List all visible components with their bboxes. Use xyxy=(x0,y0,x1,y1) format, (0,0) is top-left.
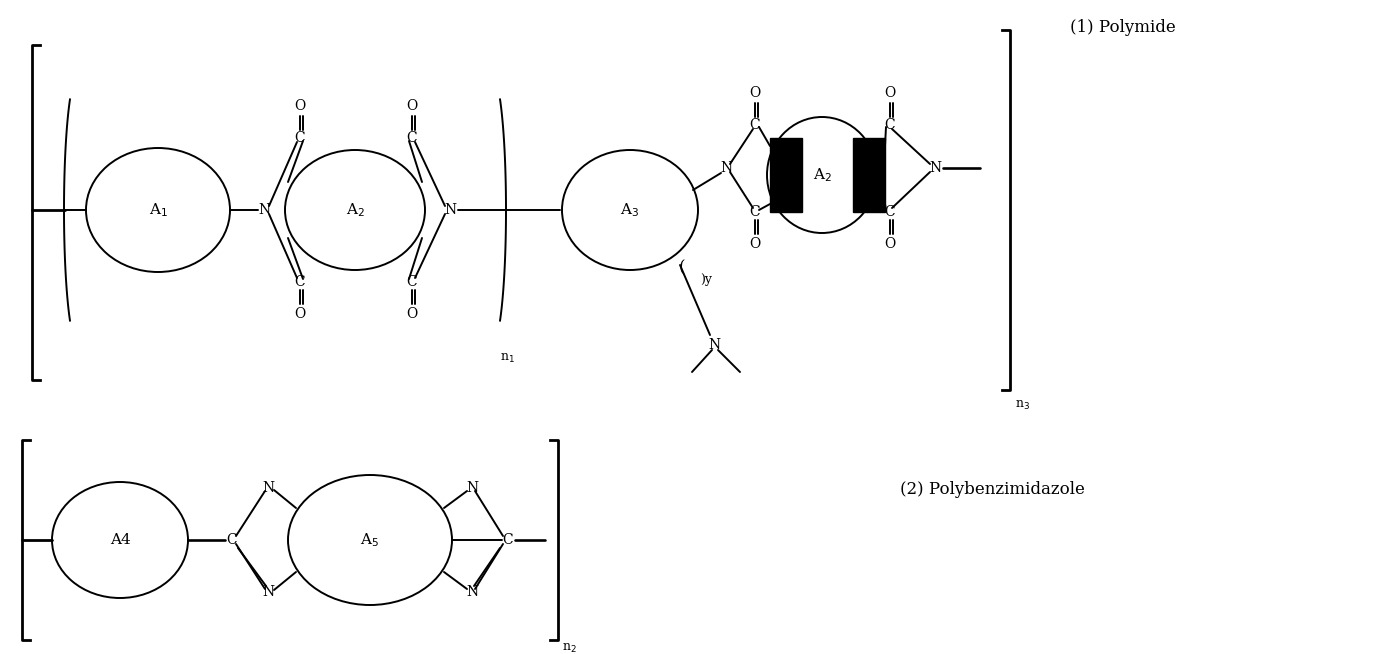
Text: C: C xyxy=(294,275,306,289)
Text: N: N xyxy=(466,585,478,599)
Text: (2) Polybenzimidazole: (2) Polybenzimidazole xyxy=(900,481,1085,498)
Text: )y: )y xyxy=(700,273,711,286)
Text: O: O xyxy=(406,307,417,321)
Text: N: N xyxy=(720,161,732,175)
Text: N: N xyxy=(262,585,273,599)
Text: O: O xyxy=(294,99,306,113)
Text: O: O xyxy=(749,237,760,251)
Text: A$_1$: A$_1$ xyxy=(148,201,167,219)
Text: N: N xyxy=(258,203,271,217)
Text: A$_2$: A$_2$ xyxy=(346,201,364,219)
Bar xyxy=(770,138,802,212)
Text: O: O xyxy=(294,307,306,321)
Text: (1) Polymide: (1) Polymide xyxy=(1070,20,1176,37)
Text: N: N xyxy=(466,481,478,495)
Text: A$_2$: A$_2$ xyxy=(812,166,831,184)
Text: C: C xyxy=(884,205,896,219)
Text: N: N xyxy=(262,481,273,495)
Text: (: ( xyxy=(679,260,685,277)
Text: n$_1$: n$_1$ xyxy=(499,351,515,364)
Text: N: N xyxy=(929,161,942,175)
Text: C: C xyxy=(226,533,237,547)
Bar xyxy=(852,138,884,212)
Text: A4: A4 xyxy=(110,533,130,547)
Text: C: C xyxy=(502,533,513,547)
Text: O: O xyxy=(884,86,896,100)
Text: A$_5$: A$_5$ xyxy=(360,531,379,549)
Text: O: O xyxy=(884,237,896,251)
Text: N: N xyxy=(707,338,720,352)
Text: C: C xyxy=(884,118,896,132)
Text: C: C xyxy=(407,131,417,145)
Text: n$_3$: n$_3$ xyxy=(1016,398,1030,411)
Text: O: O xyxy=(749,86,760,100)
Text: O: O xyxy=(406,99,417,113)
Text: C: C xyxy=(407,275,417,289)
Text: n$_2$: n$_2$ xyxy=(562,642,576,654)
Text: C: C xyxy=(749,205,760,219)
Text: N: N xyxy=(444,203,456,217)
Text: A$_3$: A$_3$ xyxy=(621,201,639,219)
Text: C: C xyxy=(749,118,760,132)
Text: C: C xyxy=(294,131,306,145)
